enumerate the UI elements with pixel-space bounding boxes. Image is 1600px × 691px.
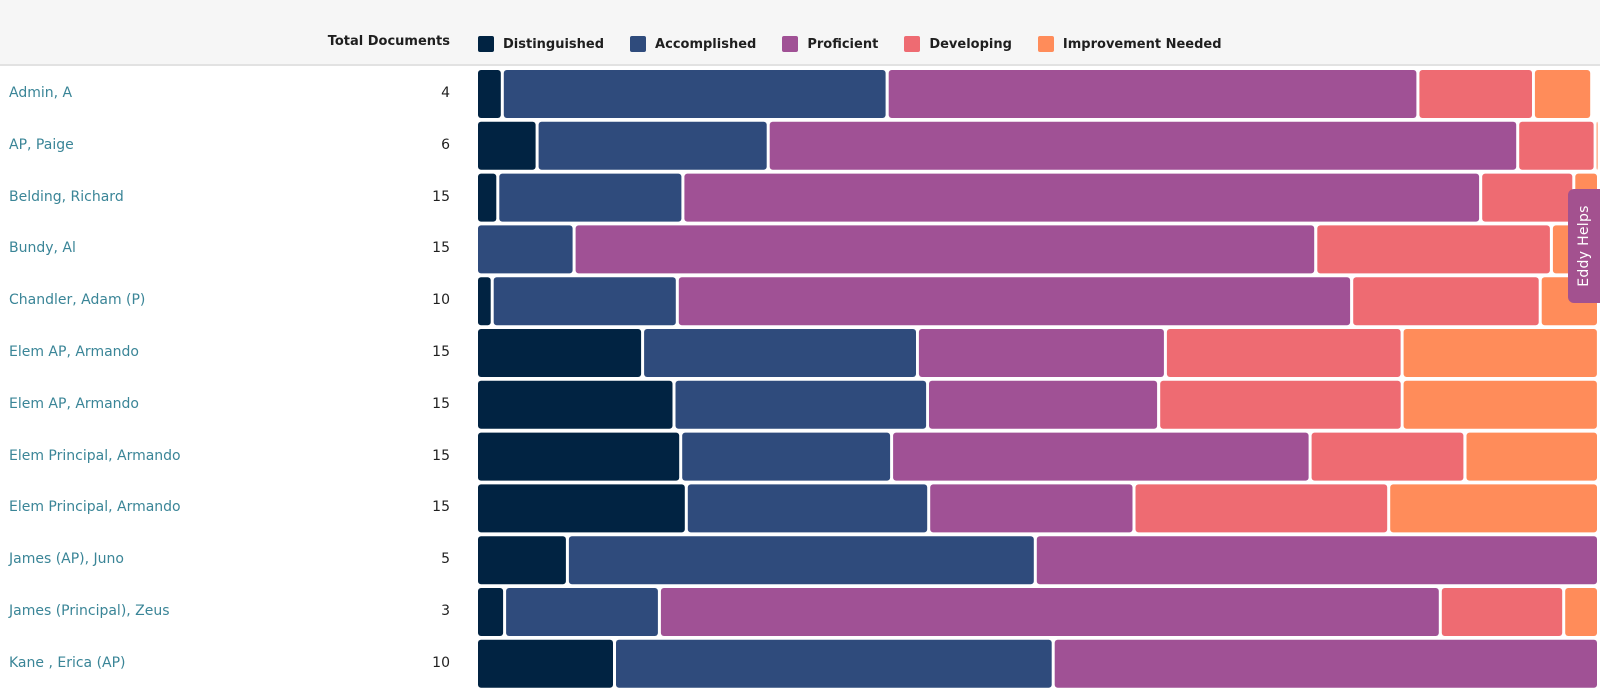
bar-segment-developing[interactable] (1441, 588, 1563, 636)
bar-segment-distinguished[interactable] (478, 484, 685, 533)
row-name-link[interactable]: Admin, A (9, 85, 73, 101)
bar-segment-proficient[interactable] (1036, 536, 1597, 585)
bar-segment-accomplished[interactable] (503, 70, 886, 118)
bar-segment-distinguished[interactable] (478, 70, 501, 118)
bar-segment-accomplished[interactable] (644, 329, 916, 377)
row-total-documents: 10 (432, 654, 450, 671)
bar-segment-accomplished[interactable] (675, 380, 927, 429)
legend-label-proficient: Proficient (807, 36, 879, 52)
row-total-documents: 15 (432, 240, 450, 257)
bar-segment-developing[interactable] (1135, 484, 1388, 533)
bar-segment-proficient[interactable] (678, 277, 1351, 326)
bar-segment-improvement-needed[interactable] (1534, 70, 1591, 118)
row-name-link[interactable]: Elem AP, Armando (9, 395, 139, 412)
row-total-documents: 4 (441, 85, 450, 101)
legend-label-developing: Developing (929, 36, 1012, 52)
row-name-link[interactable]: Bundy, Al (9, 240, 76, 257)
row-name-link[interactable]: Elem Principal, Armando (9, 447, 181, 464)
bar-segment-distinguished[interactable] (478, 639, 613, 688)
legend-swatch-distinguished (478, 36, 494, 52)
bar-segment-accomplished[interactable] (616, 639, 1052, 688)
bar-segment-distinguished[interactable] (478, 380, 673, 429)
bar-segment-proficient[interactable] (930, 484, 1133, 533)
bar-segment-proficient[interactable] (575, 225, 1315, 274)
bar-segment-proficient[interactable] (1054, 639, 1597, 688)
bar-segment-proficient[interactable] (929, 380, 1158, 429)
legend-item-improvement-needed[interactable]: Improvement Needed (1037, 36, 1222, 52)
row-name-link[interactable]: Elem AP, Armando (9, 344, 139, 360)
row-total-documents: 10 (432, 292, 450, 309)
row-total-documents: 5 (441, 551, 450, 568)
legend-item-accomplished[interactable]: Accomplished (630, 36, 756, 52)
legend-swatch-developing (904, 36, 921, 52)
bar-segment-developing[interactable] (1311, 432, 1464, 481)
bar-segment-developing[interactable] (1419, 70, 1532, 118)
bar-segment-distinguished[interactable] (478, 588, 504, 636)
row-name-link[interactable]: Kane , Erica (AP) (9, 654, 126, 671)
bar-segment-distinguished[interactable] (478, 277, 491, 326)
chart-header: Total Documents Distinguished Accomplish… (0, 0, 1600, 66)
bar-segment-accomplished[interactable] (687, 484, 928, 533)
bar-segment-proficient[interactable] (893, 432, 1309, 481)
row-total-documents: 6 (441, 136, 450, 153)
eddy-helps-tab[interactable]: Eddy Helps (1568, 189, 1600, 303)
bar-segment-developing[interactable] (1166, 329, 1401, 377)
row-total-documents: 15 (432, 447, 450, 464)
bar-segment-distinguished[interactable] (478, 329, 642, 377)
row-name-link[interactable]: AP, Paige (9, 136, 74, 153)
bar-segment-improvement-needed[interactable] (1565, 588, 1597, 636)
bar-segment-developing[interactable] (1160, 380, 1401, 429)
bar-segment-accomplished[interactable] (493, 277, 676, 326)
bar-segment-proficient[interactable] (888, 70, 1417, 118)
chart-legend: Distinguished Accomplished Proficient De… (478, 36, 1248, 52)
row-total-documents: 3 (441, 603, 450, 619)
legend-swatch-improvement-needed (1037, 36, 1054, 52)
row-total-documents: 15 (432, 344, 450, 360)
legend-swatch-proficient (782, 36, 799, 52)
row-name-link[interactable]: Chandler, Adam (P) (9, 292, 146, 309)
bar-segment-developing[interactable] (1353, 277, 1539, 326)
bar-segment-distinguished[interactable] (478, 432, 680, 481)
bar-segment-proficient[interactable] (684, 173, 1480, 222)
row-name-link[interactable]: James (AP), Juno (9, 551, 124, 568)
legend-swatch-accomplished (630, 36, 647, 52)
bar-segment-proficient[interactable] (660, 588, 1439, 636)
row-total-documents: 15 (432, 395, 450, 412)
row-total-documents: 15 (432, 188, 450, 205)
bar-segment-accomplished[interactable] (682, 432, 891, 481)
bar-segment-accomplished[interactable] (499, 173, 682, 222)
legend-label-distinguished: Distinguished (503, 36, 605, 52)
bar-segment-improvement-needed[interactable] (1403, 380, 1597, 429)
legend-item-proficient[interactable]: Proficient (782, 36, 878, 52)
bar-segment-improvement-needed[interactable] (1596, 121, 1598, 170)
bar-segment-accomplished[interactable] (506, 588, 658, 636)
row-name-link[interactable]: Elem Principal, Armando (9, 499, 181, 516)
bar-segment-accomplished[interactable] (478, 225, 573, 274)
row-name-link[interactable]: James (Principal), Zeus (9, 603, 170, 619)
row-total-documents: 15 (432, 499, 450, 516)
bar-segment-developing[interactable] (1317, 225, 1550, 274)
bar-segment-improvement-needed[interactable] (1403, 329, 1597, 377)
bar-segment-improvement-needed[interactable] (1390, 484, 1597, 533)
bar-segment-proficient[interactable] (918, 329, 1164, 377)
bar-segment-developing[interactable] (1519, 121, 1594, 170)
bar-segment-developing[interactable] (1482, 173, 1573, 222)
bar-segment-accomplished[interactable] (568, 536, 1034, 585)
bar-segment-distinguished[interactable] (478, 173, 497, 222)
bar-segment-distinguished[interactable] (478, 121, 536, 170)
legend-item-developing[interactable]: Developing (904, 36, 1012, 52)
row-name-link[interactable]: Belding, Richard (9, 188, 124, 205)
total-documents-heading: Total Documents (327, 34, 450, 49)
bar-segment-distinguished[interactable] (478, 536, 566, 585)
bar-segment-improvement-needed[interactable] (1466, 432, 1598, 481)
legend-label-improvement-needed: Improvement Needed (1062, 36, 1222, 52)
legend-item-distinguished[interactable]: Distinguished (478, 36, 604, 52)
bar-segment-accomplished[interactable] (538, 121, 767, 170)
legend-label-accomplished: Accomplished (655, 36, 757, 52)
bar-segment-proficient[interactable] (769, 121, 1517, 170)
eddy-helps-label: Eddy Helps (1576, 205, 1592, 287)
